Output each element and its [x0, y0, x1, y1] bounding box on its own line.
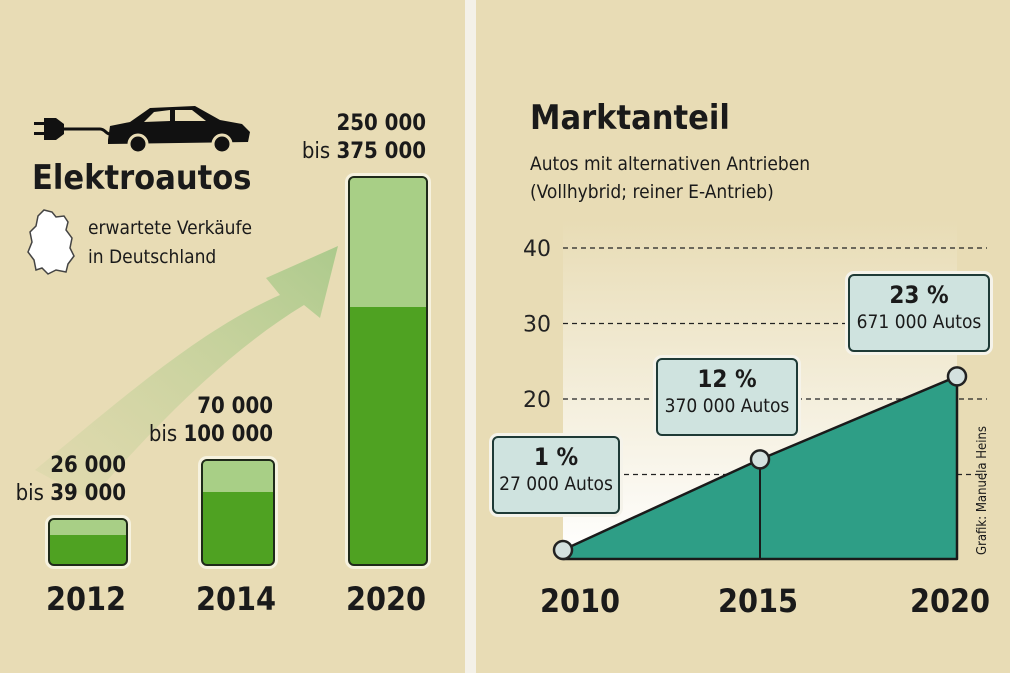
annotation-2015: 12 % 370 000 Autos: [656, 358, 798, 436]
range-high-2020: 375 000: [336, 139, 426, 164]
x-tick-2012: 2012: [45, 580, 127, 618]
annotation-count: 370 000 Autos: [664, 395, 790, 417]
right-subtitle-line2: (Vollhybrid; reiner E-Antrieb): [530, 181, 774, 203]
right-subtitle-line1: Autos mit alternativen Antrieben: [530, 153, 811, 175]
annotation-2010: 1 % 27 000 Autos: [492, 436, 620, 514]
graphic-credit: Grafik: Manuela Heins: [975, 425, 990, 555]
x-tick-2010: 2010: [540, 582, 620, 620]
bar-2014: [201, 459, 275, 566]
range-label-2012: 26 000 bis 39 000: [16, 452, 126, 508]
bar-range-2020: [350, 178, 426, 307]
y-tick-20: 20: [523, 388, 551, 413]
right-panel: Marktanteil Autos mit alternativen Antri…: [476, 0, 1010, 673]
data-point-2010: [552, 539, 574, 561]
left-subtitle-line2: in Deutschland: [88, 246, 217, 268]
bar-range-2014: [203, 461, 273, 492]
range-prefix: bis: [15, 481, 51, 506]
electric-car-icon: [34, 106, 250, 155]
annotation-pct: 23 %: [889, 281, 949, 309]
range-label-2014: 70 000 bis 100 000: [149, 393, 273, 449]
annotation-pct: 12 %: [697, 365, 757, 393]
left-subtitle-line1: erwartete Verkäufe: [88, 217, 253, 239]
range-low-2014: 70 000: [197, 394, 273, 420]
y-tick-30: 30: [523, 313, 551, 338]
range-label-2020: 250 000 bis 375 000: [302, 110, 426, 166]
x-tick-2020: 2020: [345, 580, 427, 618]
annotation-count: 671 000 Autos: [856, 311, 982, 333]
bar-2012: [48, 518, 128, 566]
data-point-2015: [749, 449, 771, 470]
data-point-2020: [946, 366, 968, 387]
annotation-pct: 1 %: [533, 443, 579, 471]
x-tick-2020: 2020: [910, 582, 990, 620]
panel-divider: [465, 0, 476, 673]
range-low-2012: 26 000: [50, 453, 126, 478]
growth-arrow-icon: [35, 246, 338, 500]
range-prefix: bis: [148, 422, 184, 448]
left-panel: Elektroautos erwartete Verkäufe in Deuts…: [0, 0, 465, 673]
bar-range-2012: [50, 520, 126, 535]
annotation-2020: 23 % 671 000 Autos: [848, 274, 990, 352]
annotation-count: 27 000 Autos: [499, 473, 613, 495]
germany-map-icon: [27, 209, 75, 275]
x-tick-2015: 2015: [718, 582, 798, 620]
plug-icon: [34, 118, 111, 140]
y-tick-40: 40: [523, 237, 551, 262]
left-title: Elektroautos: [32, 158, 252, 198]
range-low-2020: 250 000: [336, 111, 426, 136]
x-tick-2014: 2014: [195, 580, 277, 618]
range-high-2014: 100 000: [183, 422, 273, 448]
range-prefix: bis: [301, 139, 337, 164]
right-title: Marktanteil: [530, 98, 730, 138]
range-high-2012: 39 000: [50, 481, 126, 506]
bar-2020: [348, 176, 428, 566]
